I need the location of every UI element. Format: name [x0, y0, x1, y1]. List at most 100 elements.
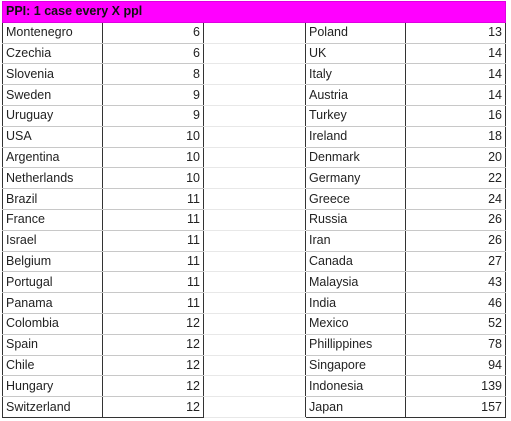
right-value-cell[interactable]: 18	[405, 125, 506, 148]
table-title[interactable]: PPI: 1 case every X ppl	[2, 1, 506, 23]
empty-cell[interactable]	[203, 104, 306, 127]
empty-cell[interactable]	[203, 375, 306, 398]
right-country-cell[interactable]: Singapore	[305, 354, 406, 377]
right-value-cell[interactable]: 26	[405, 229, 506, 252]
left-country-cell[interactable]: Montenegro	[2, 21, 103, 44]
left-value-cell[interactable]: 12	[102, 333, 204, 356]
empty-cell[interactable]	[203, 250, 306, 273]
right-value-cell[interactable]: 157	[405, 396, 506, 418]
right-value-cell[interactable]: 14	[405, 42, 506, 65]
right-value-cell[interactable]: 46	[405, 292, 506, 314]
left-value-cell[interactable]: 12	[102, 354, 204, 377]
empty-cell[interactable]	[203, 42, 306, 65]
left-country-cell[interactable]: Belgium	[2, 250, 103, 273]
left-country-cell[interactable]: Czechia	[2, 42, 103, 65]
right-country-cell[interactable]: Germany	[305, 167, 406, 190]
empty-cell[interactable]	[203, 396, 306, 418]
left-value-cell[interactable]: 8	[102, 63, 204, 86]
left-value-cell[interactable]: 9	[102, 84, 204, 106]
right-country-cell[interactable]: Mexico	[305, 312, 406, 335]
left-country-cell[interactable]: Chile	[2, 354, 103, 377]
left-country-cell[interactable]: Portugal	[2, 271, 103, 294]
right-country-cell[interactable]: Indonesia	[305, 375, 406, 398]
left-value-cell[interactable]: 12	[102, 375, 204, 398]
empty-cell[interactable]	[203, 125, 306, 148]
left-value-cell[interactable]: 11	[102, 271, 204, 294]
left-value-cell[interactable]: 10	[102, 167, 204, 190]
empty-cell[interactable]	[203, 21, 306, 44]
empty-cell[interactable]	[203, 271, 306, 294]
table-row: Chile 12 Singapore 94	[2, 354, 506, 377]
left-value-cell[interactable]: 12	[102, 396, 204, 418]
left-value-cell[interactable]: 6	[102, 21, 204, 44]
empty-cell[interactable]	[203, 167, 306, 190]
empty-cell[interactable]	[203, 312, 306, 335]
empty-cell[interactable]	[203, 188, 306, 210]
empty-cell[interactable]	[203, 63, 306, 86]
left-value-cell[interactable]: 11	[102, 208, 204, 231]
left-country-cell[interactable]: Netherlands	[2, 167, 103, 190]
empty-cell[interactable]	[203, 229, 306, 252]
left-country-cell[interactable]: Sweden	[2, 84, 103, 106]
left-country-cell[interactable]: USA	[2, 125, 103, 148]
empty-cell[interactable]	[203, 146, 306, 169]
right-value-cell[interactable]: 78	[405, 333, 506, 356]
right-country-cell[interactable]: Ireland	[305, 125, 406, 148]
right-country-cell[interactable]: Phillippines	[305, 333, 406, 356]
empty-cell[interactable]	[203, 84, 306, 106]
right-value-cell[interactable]: 22	[405, 167, 506, 190]
right-country-cell[interactable]: Denmark	[305, 146, 406, 169]
right-country-cell[interactable]: Malaysia	[305, 271, 406, 294]
right-value-cell[interactable]: 14	[405, 63, 506, 86]
left-value-cell[interactable]: 12	[102, 312, 204, 335]
empty-cell[interactable]	[203, 208, 306, 231]
right-value-cell[interactable]: 13	[405, 21, 506, 44]
left-value-cell[interactable]: 11	[102, 188, 204, 210]
right-country-cell[interactable]: Poland	[305, 21, 406, 44]
left-value-cell[interactable]: 10	[102, 146, 204, 169]
right-country-cell[interactable]: Japan	[305, 396, 406, 418]
left-country-cell[interactable]: Slovenia	[2, 63, 103, 86]
left-country-cell[interactable]: France	[2, 208, 103, 231]
empty-cell[interactable]	[203, 354, 306, 377]
left-country-cell[interactable]: Brazil	[2, 188, 103, 210]
right-value-cell[interactable]: 16	[405, 104, 506, 127]
right-country-cell[interactable]: Italy	[305, 63, 406, 86]
left-country-cell[interactable]: Spain	[2, 333, 103, 356]
right-value-cell[interactable]: 14	[405, 84, 506, 106]
right-value-cell[interactable]: 139	[405, 375, 506, 398]
right-value-cell[interactable]: 20	[405, 146, 506, 169]
right-country-cell[interactable]: Canada	[305, 250, 406, 273]
left-value-cell[interactable]: 9	[102, 104, 204, 127]
left-value-cell[interactable]: 11	[102, 229, 204, 252]
right-country-cell[interactable]: Greece	[305, 188, 406, 210]
empty-cell[interactable]	[203, 333, 306, 356]
left-country-cell[interactable]: Colombia	[2, 312, 103, 335]
left-value-cell[interactable]: 11	[102, 292, 204, 314]
right-value-cell[interactable]: 26	[405, 208, 506, 231]
right-country-cell[interactable]: Iran	[305, 229, 406, 252]
table-row: USA 10 Ireland 18	[2, 125, 506, 148]
table-row: Colombia 12 Mexico 52	[2, 312, 506, 335]
left-value-cell[interactable]: 11	[102, 250, 204, 273]
left-country-cell[interactable]: Uruguay	[2, 104, 103, 127]
table-body: PPI: 1 case every X ppl Montenegro 6 Polan…	[2, 1, 506, 418]
right-value-cell[interactable]: 24	[405, 188, 506, 210]
empty-cell[interactable]	[203, 292, 306, 314]
right-country-cell[interactable]: UK	[305, 42, 406, 65]
left-value-cell[interactable]: 6	[102, 42, 204, 65]
left-country-cell[interactable]: Panama	[2, 292, 103, 314]
right-value-cell[interactable]: 43	[405, 271, 506, 294]
left-country-cell[interactable]: Hungary	[2, 375, 103, 398]
right-country-cell[interactable]: India	[305, 292, 406, 314]
left-country-cell[interactable]: Israel	[2, 229, 103, 252]
right-country-cell[interactable]: Austria	[305, 84, 406, 106]
right-country-cell[interactable]: Turkey	[305, 104, 406, 127]
right-value-cell[interactable]: 94	[405, 354, 506, 377]
left-country-cell[interactable]: Switzerland	[2, 396, 103, 418]
left-country-cell[interactable]: Argentina	[2, 146, 103, 169]
right-value-cell[interactable]: 52	[405, 312, 506, 335]
right-value-cell[interactable]: 27	[405, 250, 506, 273]
left-value-cell[interactable]: 10	[102, 125, 204, 148]
right-country-cell[interactable]: Russia	[305, 208, 406, 231]
